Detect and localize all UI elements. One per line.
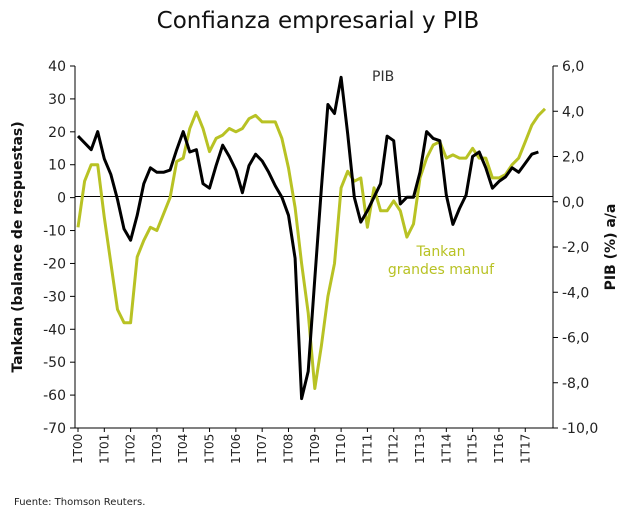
left-tick-label: 20: [48, 125, 66, 141]
x-tick-label: 1T06: [229, 434, 243, 464]
right-tick-label: -4,0: [562, 285, 589, 301]
left-tick-label: -70: [43, 421, 66, 437]
x-tick-label: 1T07: [255, 434, 269, 464]
right-tick-label: 2,0: [562, 150, 584, 166]
x-tick-label: 1T02: [124, 434, 138, 464]
left-tick-label: 30: [48, 92, 66, 108]
left-tick-label: -10: [43, 224, 66, 240]
x-tick-label: 1T13: [413, 434, 427, 464]
x-tick-label: 1T01: [97, 434, 111, 464]
x-tick-label: 1T04: [176, 434, 190, 464]
right-tick-label: -10,0: [562, 421, 598, 437]
source-note: Fuente: Thomson Reuters.: [14, 497, 145, 508]
x-axis-ticks: 1T00 1T01 1T02 1T03 1T04 1T05 1T06 1T07 1T08 1T09…: [71, 428, 532, 464]
x-tick-label: 1T03: [150, 434, 164, 464]
left-tick-label: -60: [43, 388, 66, 404]
x-tick-label: 1T15: [466, 434, 480, 464]
right-tick-label: -8,0: [562, 376, 589, 392]
left-tick-label: -50: [43, 355, 66, 371]
left-tick-label: -40: [43, 322, 66, 338]
tankan-series-line: [76, 107, 547, 390]
left-axis-label: Tankan (balance de respuestas): [10, 121, 26, 372]
right-axis-label: PIB (%) a/a: [603, 204, 619, 291]
x-tick-label: 1T14: [439, 434, 453, 464]
x-tick-label: 1T17: [518, 434, 532, 464]
right-tick-label: -6,0: [562, 331, 589, 347]
x-tick-label: 1T16: [492, 434, 506, 464]
pib-series-label: PIB: [372, 69, 394, 85]
right-tick-label: 0,0: [562, 195, 584, 211]
x-tick-label: 1T08: [281, 434, 295, 464]
x-tick-label: 1T00: [71, 434, 85, 464]
left-tick-label: -20: [43, 256, 66, 272]
left-tick-label: 0: [57, 191, 66, 207]
right-tick-label: -2,0: [562, 240, 589, 256]
left-tick-label: 40: [48, 59, 66, 75]
x-tick-label: 1T10: [334, 434, 348, 464]
right-axis-ticks: 6,0 4,0 2,0 0,0 -2,0 -4,0 -6,0 -8,0 -10,0: [553, 59, 598, 437]
left-axis-ticks: 40 30 20 10 0 -10 -20 -30 -40 -50 -60 -70: [43, 59, 75, 437]
right-tick-label: 6,0: [562, 59, 584, 75]
x-tick-label: 1T12: [387, 434, 401, 464]
left-tick-label: 10: [48, 158, 66, 174]
x-tick-label: 1T09: [308, 434, 322, 464]
x-tick-label: 1T11: [360, 434, 374, 464]
x-tick-label: 1T05: [203, 434, 217, 464]
tankan-series-label-line1: Tankan: [416, 244, 466, 260]
right-tick-label: 4,0: [562, 104, 584, 120]
pib-series-line: [76, 75, 539, 401]
left-tick-label: -30: [43, 289, 66, 305]
chart-title: Confianza empresarial y PIB: [157, 8, 480, 34]
tankan-series-label-line2: grandes manuf: [388, 262, 495, 278]
